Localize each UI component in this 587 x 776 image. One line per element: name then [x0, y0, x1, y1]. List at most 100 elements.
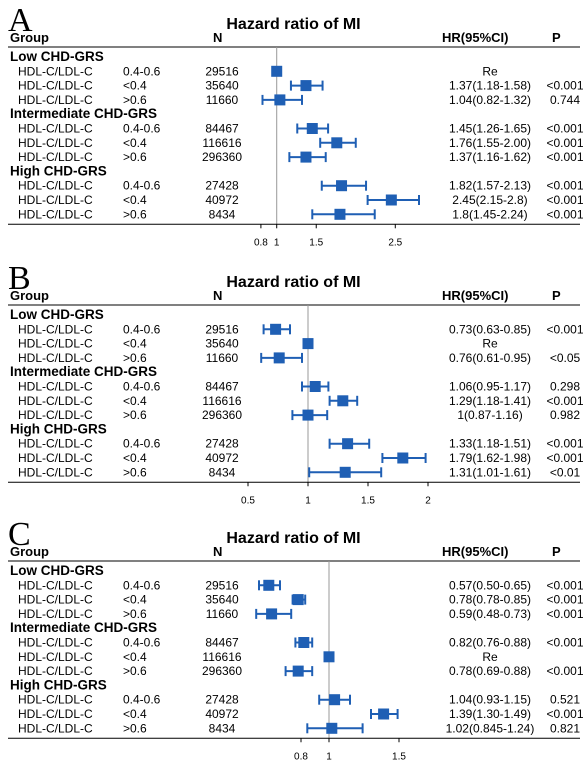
chart-title: Hazard ratio of MI	[226, 530, 361, 547]
hr-marker	[339, 466, 351, 478]
hr-value: 1.37(1.16-1.62)	[449, 150, 531, 164]
row-range: 0.4-0.6	[123, 437, 161, 451]
p-value: <0.001	[546, 150, 583, 164]
hr-value: 1(0.87-1.16)	[457, 408, 522, 422]
row-label: HDL-C/LDL-C	[18, 337, 93, 351]
x-tick-label: 1.5	[361, 495, 375, 506]
panel-letter: A	[8, 2, 33, 39]
n-value: 11660	[206, 607, 239, 621]
row-range: <0.4	[123, 593, 147, 607]
p-value: 0.982	[550, 408, 580, 422]
group-header: Group	[10, 288, 49, 303]
group-label: Low CHD-GRS	[10, 49, 104, 64]
row-range: 0.4-0.6	[123, 64, 161, 78]
group-label: High CHD-GRS	[10, 163, 107, 178]
n-value: 84467	[205, 636, 239, 650]
x-tick-label: 1.5	[309, 237, 323, 248]
panel-letter: B	[8, 260, 31, 297]
n-value: 296360	[202, 664, 242, 678]
hr-value: 1.79(1.62-1.98)	[449, 451, 531, 465]
group-label: High CHD-GRS	[10, 677, 107, 692]
row-range: >0.6	[123, 351, 147, 365]
n-value: 11660	[206, 93, 239, 107]
group-label: Intermediate CHD-GRS	[10, 620, 157, 635]
group-label: Intermediate CHD-GRS	[10, 364, 157, 379]
hr-value: 1.8(1.45-2.24)	[452, 207, 527, 221]
hr-value: Re	[482, 650, 498, 664]
p-value: <0.001	[546, 578, 583, 592]
hr-marker	[302, 409, 314, 421]
n-value: 35640	[205, 337, 239, 351]
n-value: 8434	[209, 465, 236, 479]
p-value: 0.298	[550, 380, 580, 394]
hr-value: 0.57(0.50-0.65)	[449, 578, 531, 592]
hr-marker	[397, 452, 409, 464]
row-range: 0.4-0.6	[123, 322, 161, 336]
hr-value: 2.45(2.15-2.8)	[452, 193, 527, 207]
n-value: 84467	[205, 122, 239, 136]
x-tick-label: 1	[326, 751, 332, 762]
p-value: <0.001	[546, 122, 583, 136]
row-range: <0.4	[123, 451, 147, 465]
row-label: HDL-C/LDL-C	[18, 207, 93, 221]
row-label: HDL-C/LDL-C	[18, 351, 93, 365]
hr-value: 1.76(1.55-2.00)	[449, 136, 531, 150]
p-value: <0.001	[546, 664, 583, 678]
n-value: 40972	[205, 451, 239, 465]
panel-letter: C	[8, 516, 31, 553]
row-range: <0.4	[123, 193, 147, 207]
hr-marker	[342, 438, 354, 450]
hr-header: HR(95%CI)	[442, 288, 508, 303]
row-range: >0.6	[123, 664, 147, 678]
row-label: HDL-C/LDL-C	[18, 721, 93, 735]
group-label: Low CHD-GRS	[10, 307, 104, 322]
row-range: <0.4	[123, 394, 147, 408]
hr-value: 1.39(1.30-1.49)	[449, 707, 531, 721]
row-label: HDL-C/LDL-C	[18, 693, 93, 707]
n-value: 35640	[205, 593, 239, 607]
n-value: 116616	[202, 650, 241, 664]
x-tick-label: 2	[425, 495, 431, 506]
x-tick-label: 1.5	[392, 751, 406, 762]
n-value: 29516	[205, 578, 239, 592]
row-label: HDL-C/LDL-C	[18, 64, 93, 78]
row-range: <0.4	[123, 79, 147, 93]
row-label: HDL-C/LDL-C	[18, 122, 93, 136]
hr-marker	[263, 579, 275, 591]
row-label: HDL-C/LDL-C	[18, 79, 93, 93]
hr-marker	[385, 194, 397, 206]
n-value: 40972	[205, 707, 239, 721]
n-value: 116616	[202, 394, 241, 408]
hr-value: 0.78(0.69-0.88)	[449, 664, 531, 678]
p-value: <0.001	[546, 437, 583, 451]
n-value: 29516	[205, 64, 239, 78]
hr-marker	[300, 80, 312, 92]
group-label: Intermediate CHD-GRS	[10, 106, 157, 121]
hr-value: 0.59(0.48-0.73)	[449, 607, 531, 621]
hr-marker	[331, 137, 343, 149]
n-value: 29516	[205, 322, 239, 336]
hr-value: 0.73(0.63-0.85)	[449, 322, 531, 336]
hr-marker	[302, 338, 314, 350]
hr-marker	[298, 637, 310, 648]
x-tick-label: 1	[274, 237, 280, 248]
row-label: HDL-C/LDL-C	[18, 179, 93, 193]
n-value: 296360	[202, 150, 242, 164]
p-value: 0.521	[550, 693, 580, 707]
row-label: HDL-C/LDL-C	[18, 578, 93, 592]
p-value: <0.05	[550, 351, 581, 365]
p-value: <0.001	[546, 179, 583, 193]
hr-marker	[270, 323, 282, 335]
row-range: >0.6	[123, 465, 147, 479]
x-tick-label: 0.8	[294, 751, 308, 762]
p-value: <0.001	[546, 607, 583, 621]
row-label: HDL-C/LDL-C	[18, 408, 93, 422]
chart-title: Hazard ratio of MI	[226, 274, 361, 291]
hr-value: 1.82(1.57-2.13)	[449, 179, 531, 193]
n-value: 27428	[205, 693, 239, 707]
p-header: P	[552, 544, 561, 559]
hr-marker	[336, 180, 348, 192]
row-label: HDL-C/LDL-C	[18, 150, 93, 164]
